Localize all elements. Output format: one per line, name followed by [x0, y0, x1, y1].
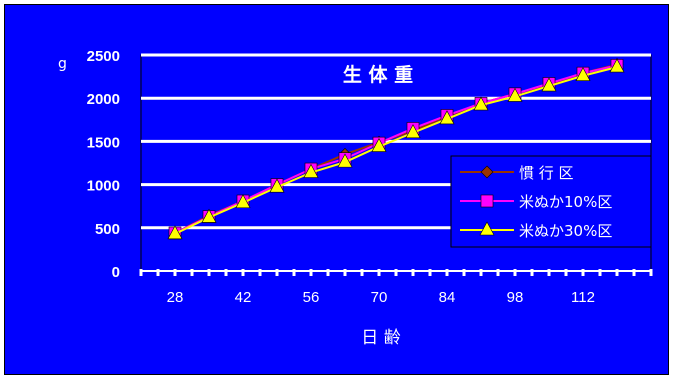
y-tick-label: 2500	[87, 48, 120, 65]
data-point	[405, 124, 421, 139]
y-tick-label: 1000	[87, 178, 120, 195]
grid-lines	[139, 53, 653, 276]
series-line	[174, 66, 618, 235]
data-point	[167, 225, 183, 240]
data-point	[507, 87, 523, 102]
x-tick-label: 28	[167, 289, 184, 306]
series	[167, 58, 625, 240]
data-point	[575, 67, 591, 82]
data-point	[439, 110, 455, 125]
data-point	[303, 163, 319, 178]
data-point	[201, 208, 217, 223]
legend-label: 米ぬか30%区	[519, 222, 612, 240]
legend-label: 米ぬか10%区	[519, 193, 612, 211]
x-tick-label: 98	[507, 289, 524, 306]
series-layer	[167, 58, 625, 240]
legend-label: 慣 行 区	[519, 164, 574, 182]
chart-title: 生 体 重	[343, 63, 413, 86]
legend-marker	[479, 221, 495, 236]
data-point	[269, 178, 285, 193]
legend-marker	[480, 165, 494, 179]
x-tick-labels: 28 42 56 70 84 98 112	[167, 289, 595, 306]
y-tick-labels: 0 500 1000 1500 2000 2500	[87, 48, 120, 281]
y-tick-label: 0	[112, 264, 120, 281]
x-tick-label: 70	[371, 289, 388, 306]
y-axis-label: g	[58, 56, 67, 72]
legend-marker	[480, 194, 494, 208]
data-point	[609, 58, 625, 73]
x-tick-label: 56	[303, 289, 320, 306]
y-tick-label: 1500	[87, 134, 120, 151]
data-point	[473, 96, 489, 111]
x-tick-label: 84	[439, 289, 456, 306]
x-axis-label: 日 齢	[361, 328, 400, 348]
x-tick-label: 112	[571, 289, 595, 306]
data-point	[371, 137, 387, 152]
data-point	[337, 153, 353, 168]
y-tick-label: 2000	[87, 91, 120, 108]
data-point	[235, 194, 251, 209]
x-tick-label: 42	[235, 289, 252, 306]
y-tick-label: 500	[95, 221, 120, 238]
data-point	[541, 77, 557, 92]
